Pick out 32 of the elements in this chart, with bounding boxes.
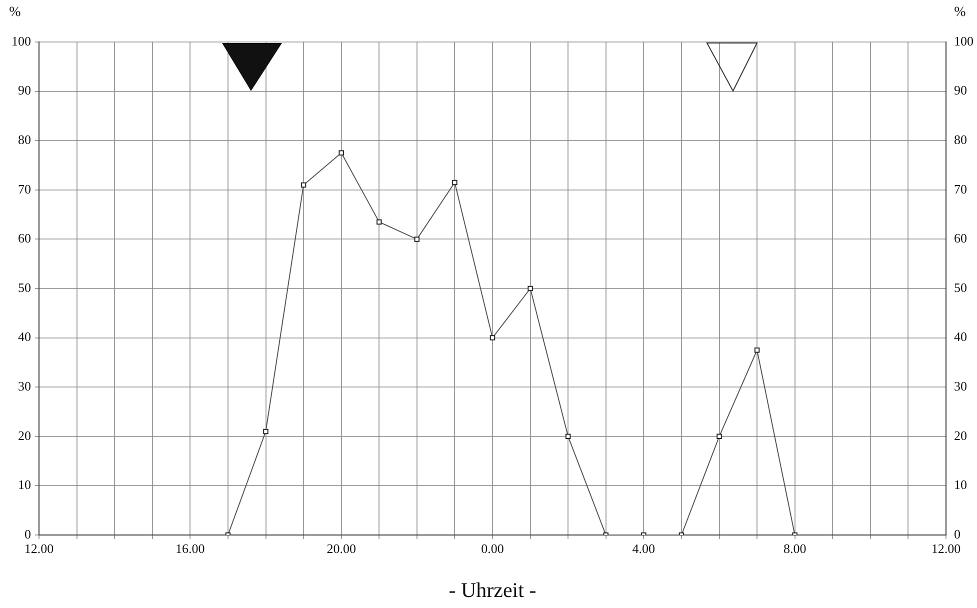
y-tick-label: 0 [24,526,31,542]
y-tick-label: 90 [18,82,31,98]
y-tick-label: 20 [18,428,31,443]
y2-tick-label: 70 [954,181,967,196]
y-tick-label: 10 [18,477,31,492]
y2-tick-label: 40 [954,329,967,344]
y-axis-title: % [9,5,22,20]
y-tick-label: 70 [18,181,31,196]
y2-tick-label: 80 [954,132,967,148]
x-tick-label: 16.00 [176,541,205,556]
x-tick-label: 12.00 [24,541,54,556]
y2-tick-label: 0 [954,526,960,542]
y-tick-label: 80 [18,132,31,148]
x-tick-label: 4.00 [632,541,656,556]
y-tick-label: 40 [18,329,31,344]
y-tick-label: 50 [18,280,31,295]
y2-tick-label: 20 [954,428,967,443]
x-tick-label: 8.00 [783,541,806,556]
y2-tick-label: 90 [954,82,967,98]
y-tick-label: 60 [18,230,31,246]
y-tick-label: 30 [18,378,31,394]
x-axis-title: - Uhrzeit - [448,578,536,602]
x-tick-label: 12.00 [931,541,961,556]
y2-tick-label: 60 [954,230,967,246]
x-tick-label: 0.00 [481,541,504,556]
x-tick-label: 20.00 [326,541,356,556]
y2-tick-label: 100 [954,33,974,48]
y2-tick-label: 10 [954,477,967,492]
y2-tick-label: 30 [954,378,967,394]
y2-tick-label: 50 [954,280,967,295]
y2-axis-title: % [954,5,966,20]
y-tick-label: 100 [12,33,31,48]
